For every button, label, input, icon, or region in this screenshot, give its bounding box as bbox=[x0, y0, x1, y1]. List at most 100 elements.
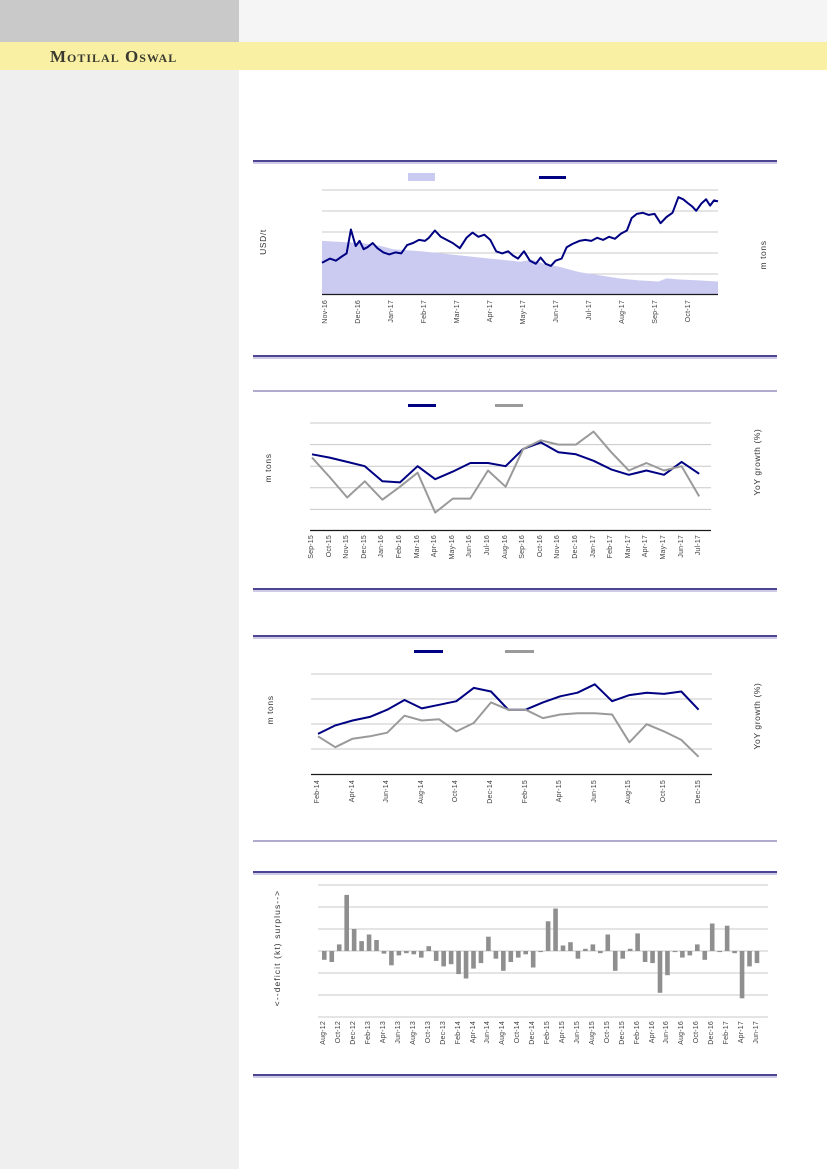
chart3-legend-line-swatch bbox=[505, 650, 534, 653]
chart1-x-tick-label: Oct-17 bbox=[685, 300, 692, 323]
plot1-svg bbox=[310, 422, 711, 532]
chart2-x-tick-label: Jan-16 bbox=[378, 535, 386, 558]
separator-rule bbox=[253, 840, 777, 842]
bar bbox=[456, 951, 461, 975]
chart4-x-tick-label: Apr-14 bbox=[469, 1021, 477, 1044]
series-gray bbox=[317, 701, 700, 758]
chart3-x-tick-label: Aug-14 bbox=[417, 780, 425, 804]
bar bbox=[486, 936, 491, 951]
chart2-x-tick-label: Feb-16 bbox=[396, 535, 403, 559]
bar bbox=[374, 940, 379, 951]
chart1-x-tick-label: Dec-16 bbox=[355, 300, 362, 324]
chart2-x-tick-label: Oct-16 bbox=[536, 535, 544, 558]
chart3-x-tick-label: Aug-15 bbox=[625, 780, 633, 804]
chart3-x-tick-label: Oct-14 bbox=[452, 780, 460, 803]
bar bbox=[478, 951, 484, 964]
bar bbox=[441, 951, 446, 967]
chart1-x-tick-label: Mar-17 bbox=[454, 300, 461, 324]
chart2-x-tick-label: Apr-16 bbox=[431, 535, 439, 558]
bar bbox=[583, 948, 588, 951]
bar bbox=[538, 951, 543, 953]
chart4-x-tick-label: Oct-15 bbox=[603, 1021, 611, 1044]
header-gray-block bbox=[0, 0, 239, 42]
bar bbox=[351, 929, 357, 951]
bar bbox=[754, 951, 760, 964]
chart3-x-tick-label: Apr-14 bbox=[348, 780, 356, 803]
chart2-x-tick-label: Jul-17 bbox=[695, 535, 703, 556]
bar bbox=[336, 944, 342, 951]
chart4-x-tick-label: Apr-15 bbox=[559, 1021, 567, 1044]
chart4-y-axis-title-left: <--deficit (kt) surplus--> bbox=[272, 889, 282, 1007]
chart2-x-tick-label: Mar-16 bbox=[413, 535, 421, 559]
bar bbox=[642, 951, 648, 962]
chart4-x-tick-label: Apr-17 bbox=[738, 1021, 746, 1044]
separator-rule bbox=[253, 588, 777, 590]
bar bbox=[411, 951, 417, 955]
bar bbox=[329, 951, 335, 962]
chart4-x-tick-label: Aug-13 bbox=[409, 1021, 417, 1045]
left-margin-strip bbox=[0, 70, 239, 1169]
chart4-x-tick-label: Aug-15 bbox=[588, 1021, 596, 1045]
bar bbox=[702, 951, 708, 960]
series-gray bbox=[311, 430, 701, 514]
bar bbox=[530, 951, 536, 968]
bar bbox=[747, 951, 752, 967]
chart1-legend-area-swatch bbox=[408, 173, 435, 181]
chart2-x-tick-label: Dec-15 bbox=[360, 535, 368, 559]
chart4-x-tick-label: Dec-14 bbox=[529, 1021, 537, 1045]
chart4-x-tick-label: Oct-13 bbox=[424, 1021, 432, 1044]
chart4-x-tick-label: Oct-12 bbox=[335, 1021, 343, 1044]
separator-rule bbox=[253, 871, 777, 873]
chart2-x-tick-label: Feb-17 bbox=[607, 535, 615, 559]
chart1-x-tick-label: Sep-17 bbox=[652, 300, 659, 324]
bar bbox=[508, 951, 514, 962]
chart1-legend-line-swatch bbox=[539, 176, 566, 179]
chart1-x-tick-label: May-17 bbox=[520, 300, 527, 325]
chart2-x-tick-label: Jun-17 bbox=[677, 535, 685, 558]
bar bbox=[359, 941, 364, 951]
plot0-svg bbox=[321, 189, 719, 296]
chart4-x-tick-label: Dec-15 bbox=[618, 1021, 626, 1045]
chart2-x-tick-label: Dec-16 bbox=[572, 535, 579, 559]
chart4-x-tick-label: Oct-14 bbox=[514, 1021, 522, 1044]
bar bbox=[515, 951, 521, 958]
chart2-x-tick-label: May-17 bbox=[660, 535, 667, 560]
chart4-x-tick-label: Feb-13 bbox=[365, 1021, 373, 1045]
chart4-x-tick-label: Aug-16 bbox=[678, 1021, 686, 1045]
bar bbox=[657, 951, 663, 993]
chart1-x-tick-label: Aug-17 bbox=[619, 300, 626, 324]
chart4-x-tick-label: Feb-14 bbox=[454, 1021, 462, 1045]
bar bbox=[433, 951, 439, 961]
chart2-x-tick-label: Jan-17 bbox=[589, 535, 597, 558]
chart2-y-axis-title-right: YoY growth (%) bbox=[752, 428, 762, 496]
chart4-x-tick-label: Feb-16 bbox=[633, 1021, 641, 1045]
chart4-x-tick-label: Aug-12 bbox=[320, 1021, 328, 1045]
bar bbox=[672, 951, 678, 953]
bar bbox=[665, 951, 670, 976]
brand-band: Motilal Oswal bbox=[0, 42, 827, 70]
chart1-x-tick-label: Feb-17 bbox=[421, 300, 428, 324]
bar bbox=[724, 925, 730, 951]
bar bbox=[366, 934, 372, 951]
bar bbox=[344, 894, 349, 951]
bar bbox=[553, 908, 558, 951]
chart3-x-tick-label: Jun-15 bbox=[590, 780, 598, 803]
chart3-x-tick-label: Dec-14 bbox=[487, 780, 494, 804]
chart4-x-tick-label: Dec-12 bbox=[350, 1021, 358, 1045]
bar bbox=[732, 951, 737, 954]
chart4-x-tick-label: Apr-16 bbox=[648, 1021, 656, 1044]
bar bbox=[650, 951, 655, 964]
chart4-x-tick-label: Dec-13 bbox=[439, 1021, 447, 1045]
bar bbox=[381, 951, 387, 954]
chart3-y-axis-title-right: YoY growth (%) bbox=[752, 682, 762, 750]
chart3-x-tick-label: Oct-15 bbox=[660, 780, 667, 803]
chart3-x-tick-label: Apr-15 bbox=[556, 780, 564, 803]
brand-logo: Motilal Oswal bbox=[50, 47, 178, 66]
separator-rule bbox=[253, 635, 777, 637]
separator-rule bbox=[253, 355, 777, 357]
chart2-x-tick-label: Oct-15 bbox=[325, 535, 333, 558]
chart4-x-tick-label: Oct-16 bbox=[693, 1021, 701, 1044]
plot2-svg bbox=[311, 673, 712, 776]
chart3-x-tick-label: Feb-14 bbox=[314, 780, 321, 804]
